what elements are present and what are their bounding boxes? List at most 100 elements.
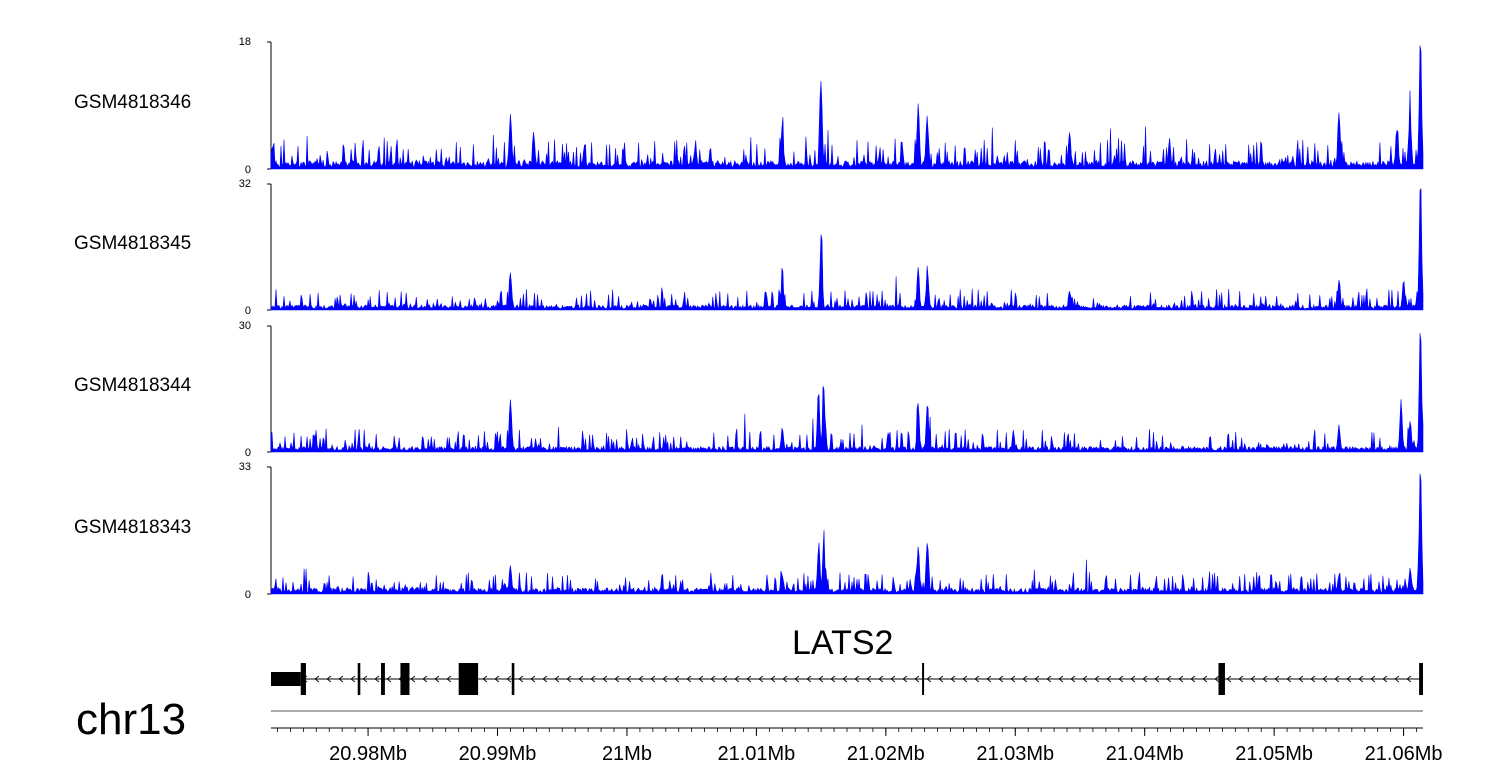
coverage-area	[270, 473, 1424, 595]
strand-arrow	[1082, 675, 1088, 683]
strand-arrow	[626, 675, 632, 683]
strand-arrow	[638, 675, 644, 683]
strand-arrow	[530, 675, 536, 683]
strand-arrow	[1334, 675, 1340, 683]
strand-arrow	[1130, 675, 1136, 683]
strand-arrow	[950, 675, 956, 683]
strand-arrow	[890, 675, 896, 683]
gene-name-label: LATS2	[792, 624, 894, 662]
strand-arrow	[554, 675, 560, 683]
strand-arrow	[422, 675, 428, 683]
track-label-2: GSM4818345	[74, 233, 192, 254]
strand-arrow	[1274, 675, 1280, 683]
strand-arrow	[1238, 675, 1244, 683]
track-ymin-label: 0	[245, 164, 251, 176]
strand-arrow	[746, 675, 752, 683]
strand-arrow	[866, 675, 872, 683]
signal-track-4: 33 0	[239, 461, 1424, 601]
strand-arrow	[734, 675, 740, 683]
strand-arrow	[782, 675, 788, 683]
track-label-4: GSM4818343	[74, 517, 192, 538]
strand-arrow	[986, 675, 992, 683]
coverage-area	[270, 45, 1424, 170]
strand-arrow	[1346, 675, 1352, 683]
strand-arrow	[698, 675, 704, 683]
strand-arrow	[434, 675, 440, 683]
strand-arrow	[1298, 675, 1304, 683]
strand-arrow	[410, 675, 416, 683]
strand-arrow	[1262, 675, 1268, 683]
strand-arrow	[1202, 675, 1208, 683]
gene-exon	[922, 663, 925, 695]
track-ymax-label: 32	[239, 178, 251, 190]
strand-arrow	[1358, 675, 1364, 683]
signal-track-1: 18 0	[239, 36, 1424, 176]
track-ymax-label: 18	[239, 36, 251, 48]
signal-track-2: 32 0	[239, 178, 1424, 317]
gene-exon	[1218, 663, 1225, 695]
track-ymin-label: 0	[245, 447, 251, 459]
strand-arrow	[506, 675, 512, 683]
strand-arrow	[1154, 675, 1160, 683]
strand-arrow	[482, 675, 488, 683]
strand-arrow	[602, 675, 608, 683]
strand-arrow	[614, 675, 620, 683]
strand-arrow	[1094, 675, 1100, 683]
gene-exon	[458, 663, 479, 695]
strand-arrow	[518, 675, 524, 683]
strand-arrow	[758, 675, 764, 683]
strand-arrow	[1070, 675, 1076, 683]
strand-arrow	[1178, 675, 1184, 683]
strand-arrow	[1058, 675, 1064, 683]
strand-arrow	[1382, 675, 1388, 683]
track-ymax-label: 30	[239, 320, 251, 332]
strand-arrow	[1106, 675, 1112, 683]
coverage-area	[270, 333, 1424, 453]
x-tick-label: 21.02Mb	[847, 743, 925, 765]
strand-arrow	[1250, 675, 1256, 683]
x-tick-label: 20.98Mb	[329, 743, 407, 765]
track-label-3: GSM4818344	[74, 375, 192, 396]
strand-arrow	[674, 675, 680, 683]
strand-arrow	[1142, 675, 1148, 683]
strand-arrow	[830, 675, 836, 683]
strand-arrow	[770, 675, 776, 683]
x-tick-label: 21.06Mb	[1365, 743, 1443, 765]
strand-arrow	[854, 675, 860, 683]
strand-arrow	[1370, 675, 1376, 683]
strand-arrow	[1034, 675, 1040, 683]
strand-arrow	[650, 675, 656, 683]
strand-arrow	[842, 675, 848, 683]
strand-arrow	[1010, 675, 1016, 683]
strand-arrow	[998, 675, 1004, 683]
strand-arrow	[878, 675, 884, 683]
gene-exon	[400, 663, 410, 695]
gene-annotation-track	[271, 663, 1423, 712]
strand-arrow	[1310, 675, 1316, 683]
strand-arrow	[914, 675, 920, 683]
strand-arrow	[446, 675, 452, 683]
gene-exon	[300, 663, 306, 695]
x-tick-label: 21.05Mb	[1235, 743, 1313, 765]
strand-arrow	[1046, 675, 1052, 683]
signal-track-3: 30 0	[239, 320, 1424, 459]
strand-arrow	[1190, 675, 1196, 683]
strand-arrow	[1406, 675, 1412, 683]
x-tick-label: 20.99Mb	[459, 743, 537, 765]
strand-arrow	[566, 675, 572, 683]
signal-tracks: 18 0 32 0 30 0 33 0	[239, 36, 1424, 601]
track-ymax-label: 33	[239, 461, 251, 473]
strand-arrow	[974, 675, 980, 683]
gene-exon	[357, 663, 361, 695]
strand-arrow	[338, 675, 344, 683]
strand-arrow	[662, 675, 668, 683]
genomic-x-axis: 20.98Mb 20.99Mb 21Mb 21.01Mb 21.02Mb 21.03Mb 2…	[271, 727, 1443, 765]
strand-arrow	[938, 675, 944, 683]
strand-arrow	[926, 675, 932, 683]
strand-arrow	[578, 675, 584, 683]
strand-arrow	[710, 675, 716, 683]
strand-arrow	[794, 675, 800, 683]
strand-arrow	[686, 675, 692, 683]
strand-arrow	[806, 675, 812, 683]
